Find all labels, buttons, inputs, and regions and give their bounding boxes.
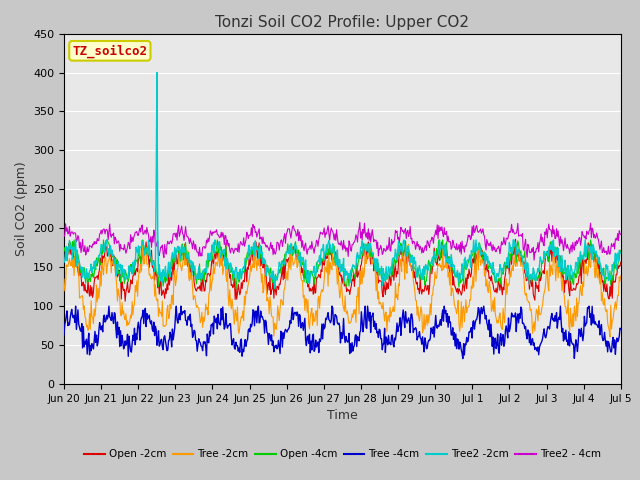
Title: Tonzi Soil CO2 Profile: Upper CO2: Tonzi Soil CO2 Profile: Upper CO2 [216,15,469,30]
Y-axis label: Soil CO2 (ppm): Soil CO2 (ppm) [15,161,28,256]
Text: TZ_soilco2: TZ_soilco2 [72,44,147,58]
Legend: Open -2cm, Tree -2cm, Open -4cm, Tree -4cm, Tree2 -2cm, Tree2 - 4cm: Open -2cm, Tree -2cm, Open -4cm, Tree -4… [80,445,605,464]
X-axis label: Time: Time [327,409,358,422]
